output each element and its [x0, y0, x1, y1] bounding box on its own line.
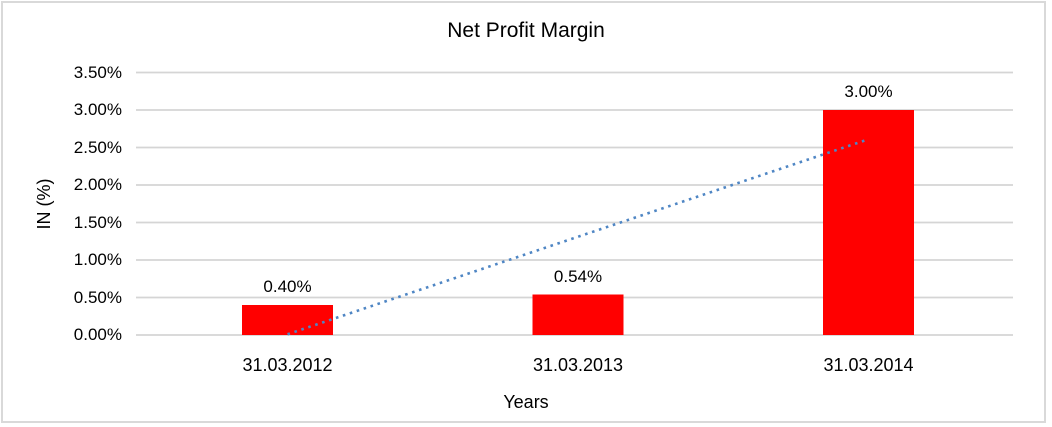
- bar-value-label: 0.40%: [263, 277, 312, 296]
- y-axis-tick-label: 1.00%: [73, 250, 122, 269]
- bar-value-label: 3.00%: [844, 82, 893, 101]
- x-axis-category-label: 31.03.2012: [242, 355, 333, 375]
- y-axis-tick-label: 3.00%: [73, 100, 122, 119]
- bar-31.03.2013: [532, 294, 624, 335]
- x-axis-title: Years: [503, 392, 549, 412]
- x-axis-category-label: 31.03.2013: [532, 355, 624, 375]
- bar-31.03.2014: [823, 110, 914, 335]
- bar-31.03.2012: [242, 305, 333, 335]
- y-axis-tick-label: 2.50%: [73, 137, 122, 157]
- bar-value-label: 0.54%: [553, 266, 603, 286]
- x-axis-category-label: 31.03.2014: [823, 355, 914, 375]
- y-axis-tick-label: 0.00%: [73, 325, 122, 344]
- y-axis-tick-label: 2.00%: [73, 175, 122, 194]
- y-axis-tick-label: 0.50%: [73, 287, 122, 307]
- y-axis-tick-label: 1.50%: [73, 212, 122, 232]
- chart-title: Net Profit Margin: [447, 19, 605, 42]
- y-axis-tick-label: 3.50%: [73, 62, 122, 82]
- bar-series: [242, 110, 914, 335]
